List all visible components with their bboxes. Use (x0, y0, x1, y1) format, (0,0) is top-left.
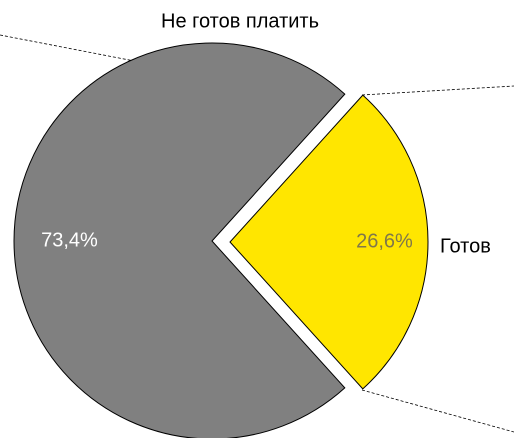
pie-slice (229, 94, 429, 390)
pie-slice (13, 42, 346, 438)
value-label: 26,6% (356, 230, 413, 252)
leader-line (361, 389, 514, 433)
category-label: Не готов платить (161, 10, 319, 32)
leader-line (361, 85, 514, 96)
category-label: Готов (440, 235, 491, 257)
value-label: 73,4% (41, 229, 98, 251)
